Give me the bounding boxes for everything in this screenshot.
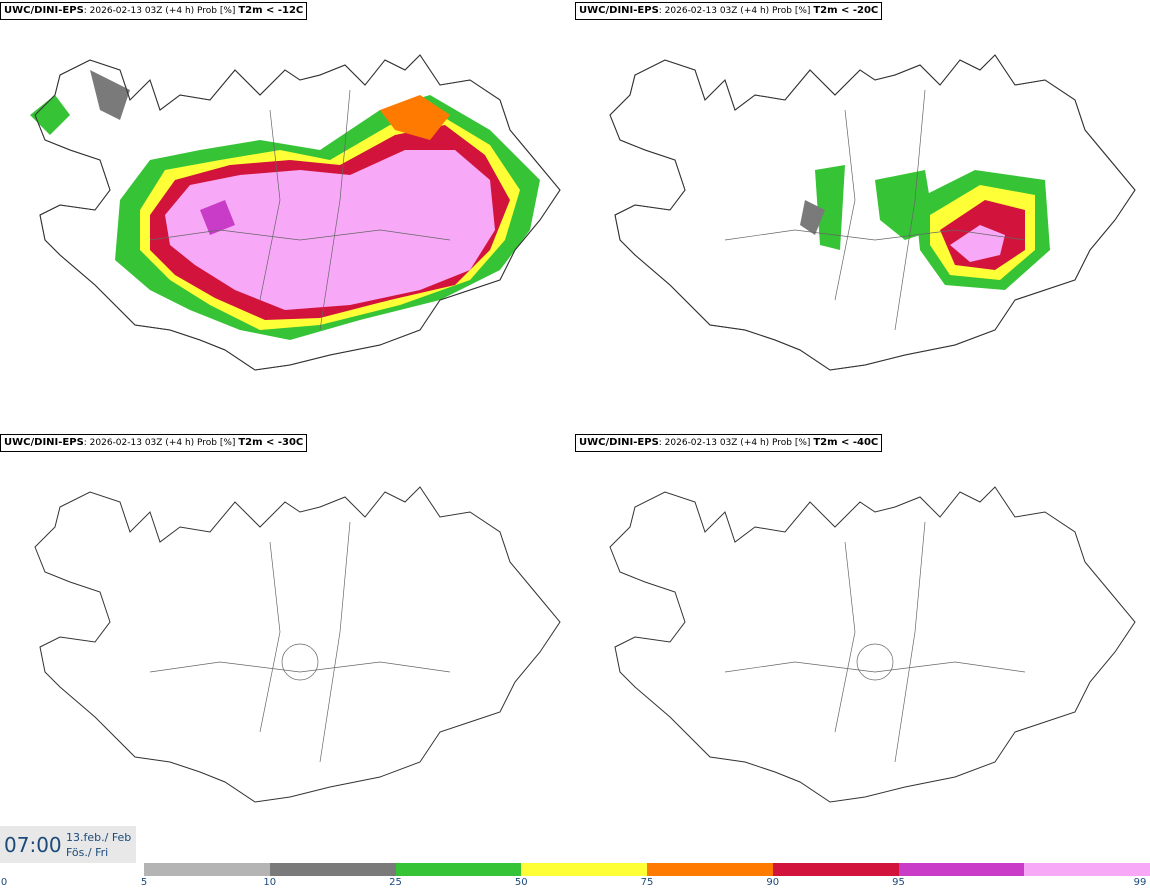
colorbar-segment	[773, 863, 899, 876]
colorbar-segment	[521, 863, 647, 876]
model-name: UWC/DINI-EPS	[4, 5, 84, 16]
model-name: UWC/DINI-EPS	[4, 437, 84, 448]
date-line-2: Fös./ Fri	[66, 845, 131, 860]
valid-time-box: 07:00 13.feb./ Feb Fös./ Fri	[0, 826, 136, 863]
colorbar-tick-label: 90	[766, 877, 779, 888]
map-panel-t2m-30c: UWC/DINI-EPS: 2026-02-13 03Z (+4 h) Prob…	[0, 432, 575, 862]
iceland-map	[0, 0, 575, 430]
run-info: : 2026-02-13 03Z (+4 h) Prob [%]	[84, 438, 239, 448]
date-line-1: 13.feb./ Feb	[66, 830, 131, 845]
map-panel-t2m-40c: UWC/DINI-EPS: 2026-02-13 03Z (+4 h) Prob…	[575, 432, 1150, 862]
colorbar-tick-label: 10	[263, 877, 276, 888]
colorbar-tick-label: 75	[641, 877, 654, 888]
iceland-map	[575, 432, 1150, 862]
colorbar-segment	[1024, 863, 1150, 876]
map-panel-t2m-12c: UWC/DINI-EPS: 2026-02-13 03Z (+4 h) Prob…	[0, 0, 575, 430]
panel-title: UWC/DINI-EPS: 2026-02-13 03Z (+4 h) Prob…	[575, 2, 882, 20]
probability-colorbar	[144, 863, 1150, 876]
iceland-map	[0, 432, 575, 862]
run-info: : 2026-02-13 03Z (+4 h) Prob [%]	[659, 6, 814, 16]
colorbar-tick-label: 5	[141, 877, 147, 888]
panel-title: UWC/DINI-EPS: 2026-02-13 03Z (+4 h) Prob…	[0, 2, 307, 20]
colorbar-tick-label: 95	[892, 877, 905, 888]
threshold: T2m < -20C	[813, 5, 878, 16]
model-name: UWC/DINI-EPS	[579, 5, 659, 16]
map-panel-t2m-20c: UWC/DINI-EPS: 2026-02-13 03Z (+4 h) Prob…	[575, 0, 1150, 430]
valid-date: 13.feb./ Feb Fös./ Fri	[66, 830, 131, 860]
colorbar-tick-label: 99	[1134, 877, 1147, 888]
run-info: : 2026-02-13 03Z (+4 h) Prob [%]	[84, 6, 239, 16]
colorbar-segment	[144, 863, 270, 876]
panel-title: UWC/DINI-EPS: 2026-02-13 03Z (+4 h) Prob…	[0, 434, 307, 452]
colorbar-segment	[396, 863, 522, 876]
colorbar-segment	[899, 863, 1025, 876]
colorbar-segment	[270, 863, 396, 876]
threshold: T2m < -12C	[238, 5, 303, 16]
run-info: : 2026-02-13 03Z (+4 h) Prob [%]	[659, 438, 814, 448]
threshold: T2m < -30C	[238, 437, 303, 448]
panel-title: UWC/DINI-EPS: 2026-02-13 03Z (+4 h) Prob…	[575, 434, 882, 452]
threshold: T2m < -40C	[813, 437, 878, 448]
valid-time: 07:00	[4, 833, 62, 857]
colorbar-segment	[647, 863, 773, 876]
model-name: UWC/DINI-EPS	[579, 437, 659, 448]
colorbar-tick-label: 0	[1, 877, 7, 888]
colorbar-tick-label: 25	[389, 877, 402, 888]
iceland-map	[575, 0, 1150, 430]
colorbar-tick-label: 50	[515, 877, 528, 888]
